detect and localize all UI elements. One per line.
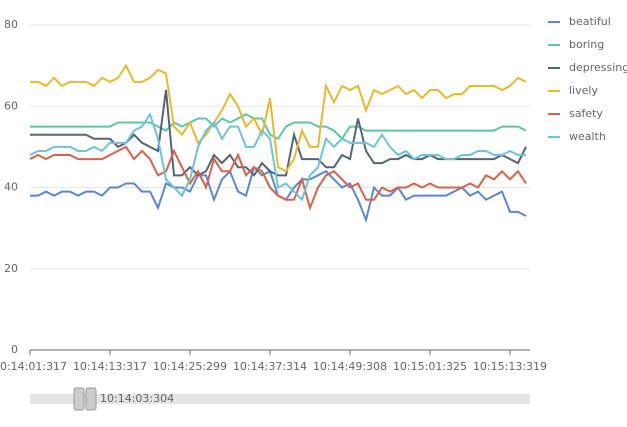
series-line bbox=[30, 89, 527, 177]
legend-item[interactable]: boring bbox=[548, 38, 604, 51]
series-line bbox=[30, 63, 527, 173]
y-tick-label: 20 bbox=[4, 262, 18, 275]
legend-label: wealth bbox=[569, 130, 606, 143]
x-tick-label: 10:15:01:325 bbox=[393, 360, 467, 373]
legend-item[interactable]: safety bbox=[548, 107, 603, 120]
x-tick-label: 10:14:01:317 bbox=[0, 360, 67, 373]
zoom-slider[interactable]: 10:14:03:304 bbox=[30, 387, 530, 411]
legend-item[interactable]: lively bbox=[548, 84, 598, 97]
legend-item[interactable]: depressing bbox=[548, 61, 627, 74]
y-tick-label: 40 bbox=[4, 181, 18, 194]
x-tick-label: 10:15:13:319 bbox=[473, 360, 547, 373]
series-line bbox=[29, 145, 527, 211]
zoom-label: 10:14:03:304 bbox=[100, 392, 174, 405]
x-tick-label: 10:14:13:317 bbox=[73, 360, 147, 373]
legend-label: depressing bbox=[569, 61, 627, 74]
series-line bbox=[29, 112, 526, 202]
legend-item[interactable]: beatiful bbox=[548, 15, 611, 28]
y-tick-label: 60 bbox=[4, 99, 18, 112]
x-tick-label: 10:14:49:308 bbox=[313, 360, 387, 373]
zoom-track bbox=[30, 394, 530, 404]
legend-item[interactable]: wealth bbox=[548, 130, 606, 143]
x-tick-label: 10:14:37:314 bbox=[233, 360, 307, 373]
zoom-handle[interactable] bbox=[73, 387, 85, 411]
legend-label: boring bbox=[569, 38, 604, 51]
zoom-handle[interactable] bbox=[85, 387, 97, 411]
y-tick-label: 0 bbox=[11, 343, 18, 356]
legend-label: lively bbox=[569, 84, 598, 97]
x-tick-label: 10:14:25:299 bbox=[153, 360, 227, 373]
legend-label: safety bbox=[569, 107, 603, 120]
legend-label: beatiful bbox=[569, 15, 611, 28]
series-line bbox=[30, 113, 527, 141]
y-tick-label: 80 bbox=[4, 18, 18, 31]
